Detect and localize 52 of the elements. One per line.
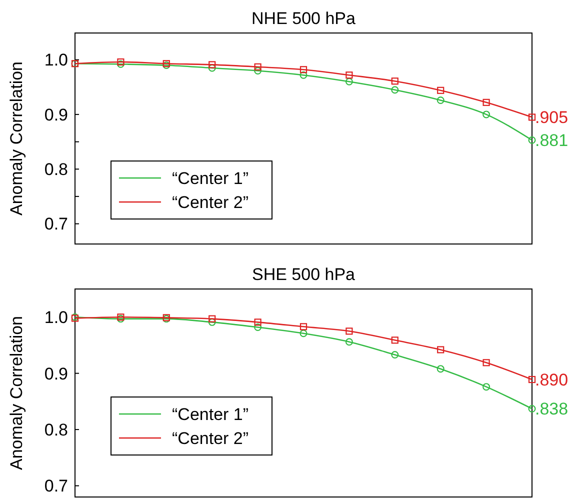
point [391, 336, 398, 344]
point [528, 114, 536, 121]
point [208, 61, 216, 68]
point [300, 66, 308, 74]
point [346, 328, 353, 335]
point [300, 323, 308, 330]
point [437, 346, 444, 354]
point [528, 404, 536, 412]
point [528, 376, 536, 384]
y-tick-label: 0.7 [44, 214, 68, 234]
point [254, 63, 262, 70]
text: .838 [535, 400, 568, 419]
text: .881 [535, 131, 568, 150]
y-tick-label: 1.0 [44, 308, 68, 328]
point [254, 66, 262, 74]
point [437, 86, 444, 94]
legend-label: “Center 2” [172, 192, 249, 212]
point [300, 330, 308, 338]
y-tick-label: 1.0 [44, 50, 68, 70]
text: .890 [535, 370, 568, 390]
point [436, 96, 444, 104]
legend-label: “Center 1” [172, 168, 249, 188]
point [208, 64, 216, 72]
point [482, 383, 490, 391]
y-tick-label: 0.8 [44, 420, 68, 440]
legend-label: “Center 1” [172, 404, 249, 424]
y-tick-label: 0.8 [44, 160, 68, 180]
point [254, 323, 262, 331]
point [528, 136, 536, 144]
point [346, 72, 353, 79]
y-tick-label: 0.9 [44, 105, 68, 124]
y-tick-label: 0.7 [44, 476, 68, 496]
point [391, 351, 399, 359]
point [482, 359, 490, 366]
y-tick-label: 0.9 [44, 364, 68, 384]
point [345, 78, 353, 86]
point [254, 318, 262, 326]
y-axis-title: Anomaly Correlation [7, 61, 26, 216]
point [208, 315, 216, 322]
point [482, 110, 490, 118]
point [436, 365, 444, 373]
point [345, 338, 353, 346]
point [300, 71, 308, 79]
point [208, 318, 216, 326]
y-axis-title: Anomaly Correlation [7, 316, 26, 470]
legend-label: “Center 2” [172, 428, 249, 448]
point [391, 86, 399, 94]
text: .905 [535, 108, 568, 128]
chart-title: NHE 500 hPa [252, 9, 356, 28]
chart-title: SHE 500 hPa [252, 265, 356, 284]
point [391, 78, 398, 85]
point [482, 98, 490, 106]
